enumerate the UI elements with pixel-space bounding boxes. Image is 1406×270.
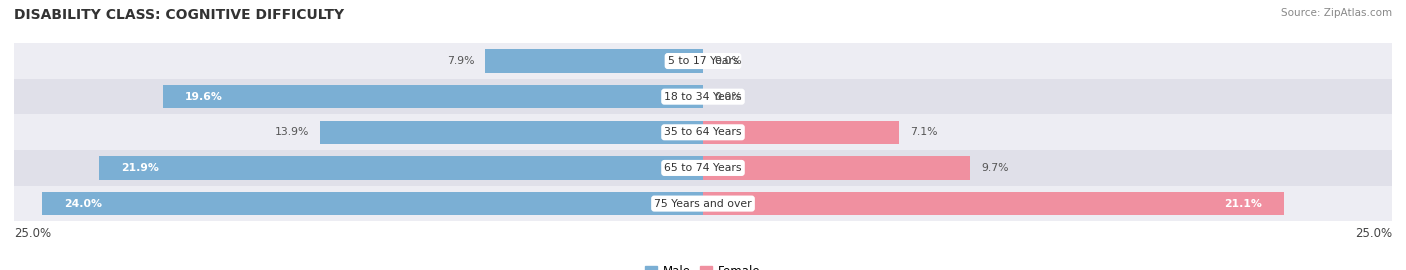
Bar: [14, 114, 1392, 150]
Bar: [14, 79, 1392, 114]
Bar: [321, 121, 703, 144]
Legend: Male, Female: Male, Female: [641, 261, 765, 270]
Bar: [703, 192, 1285, 215]
Text: 75 Years and over: 75 Years and over: [654, 198, 752, 209]
Bar: [163, 85, 703, 108]
Text: 21.1%: 21.1%: [1225, 198, 1263, 209]
Text: 7.1%: 7.1%: [910, 127, 938, 137]
Text: Source: ZipAtlas.com: Source: ZipAtlas.com: [1281, 8, 1392, 18]
Text: 25.0%: 25.0%: [1355, 227, 1392, 240]
Text: 65 to 74 Years: 65 to 74 Years: [664, 163, 742, 173]
Text: DISABILITY CLASS: COGNITIVE DIFFICULTY: DISABILITY CLASS: COGNITIVE DIFFICULTY: [14, 8, 344, 22]
Text: 19.6%: 19.6%: [186, 92, 222, 102]
Text: 35 to 64 Years: 35 to 64 Years: [664, 127, 742, 137]
Text: 13.9%: 13.9%: [274, 127, 309, 137]
Bar: [703, 156, 970, 180]
Text: 9.7%: 9.7%: [981, 163, 1010, 173]
Text: 25.0%: 25.0%: [14, 227, 51, 240]
Bar: [14, 43, 1392, 79]
Bar: [485, 49, 703, 73]
Text: 24.0%: 24.0%: [63, 198, 101, 209]
Bar: [14, 186, 1392, 221]
Bar: [703, 121, 898, 144]
Text: 7.9%: 7.9%: [447, 56, 474, 66]
Bar: [14, 150, 1392, 186]
Text: 0.0%: 0.0%: [714, 92, 742, 102]
Text: 21.9%: 21.9%: [121, 163, 159, 173]
Text: 18 to 34 Years: 18 to 34 Years: [664, 92, 742, 102]
Bar: [42, 192, 703, 215]
Bar: [100, 156, 703, 180]
Text: 0.0%: 0.0%: [714, 56, 742, 66]
Text: 5 to 17 Years: 5 to 17 Years: [668, 56, 738, 66]
